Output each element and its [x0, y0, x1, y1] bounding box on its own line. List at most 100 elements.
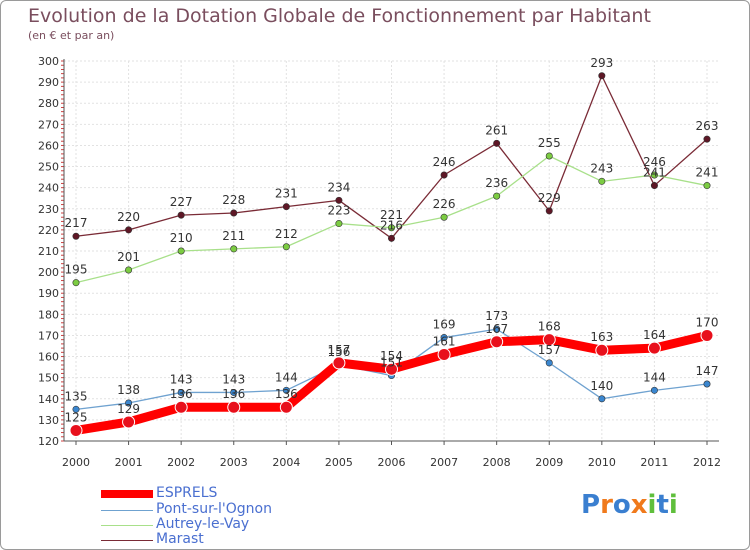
y-tick-label-230: 230 — [38, 203, 59, 216]
y-tick-label-280: 280 — [38, 97, 59, 110]
data-point-pont-sur-l-ognon-2001 — [125, 399, 133, 407]
axis-layer: 120 130 140 150 160 170 180 190 200 210 220 230 240 2… — [38, 55, 721, 469]
y-tick-label-200: 200 — [38, 266, 59, 279]
data-point-pont-sur-l-ognon-2004 — [282, 386, 290, 394]
y-tick-label-170: 170 — [38, 329, 59, 342]
data-point-autrey-le-vay-2007 — [440, 213, 448, 221]
legend-swatch-pont-sur-l-ognon — [101, 510, 153, 511]
data-label-marast-2000: 217 — [65, 216, 88, 230]
legend-swatch-autrey-le-vay — [101, 525, 153, 526]
data-label-esprels-2012: 170 — [696, 315, 719, 329]
data-label-marast-2002: 227 — [170, 195, 193, 209]
data-point-esprels-2008 — [490, 335, 504, 349]
data-label-pont-sur-l-ognon-2011: 144 — [643, 370, 666, 384]
data-point-esprels-2001 — [122, 415, 136, 429]
data-point-pont-sur-l-ognon-2009 — [545, 359, 553, 367]
data-point-autrey-le-vay-2006 — [387, 224, 395, 232]
data-point-autrey-le-vay-2001 — [125, 266, 133, 274]
data-point-marast-2000 — [72, 232, 80, 240]
data-point-pont-sur-l-ognon-2002 — [177, 388, 185, 396]
data-label-autrey-le-vay-2000: 195 — [65, 263, 88, 277]
data-point-pont-sur-l-ognon-2008 — [493, 325, 501, 333]
data-label-esprels-2002: 136 — [170, 387, 193, 401]
data-label-autrey-le-vay-2010: 243 — [590, 161, 613, 175]
logo-letter: i — [668, 490, 678, 520]
data-point-autrey-le-vay-2002 — [177, 247, 185, 255]
y-tick-label-300: 300 — [38, 55, 59, 68]
data-point-marast-2009 — [545, 207, 553, 215]
data-label-marast-2011: 241 — [643, 166, 666, 180]
y-tick-label-240: 240 — [38, 182, 59, 195]
series-layer — [69, 72, 714, 437]
data-label-pont-sur-l-ognon-2001: 138 — [117, 383, 140, 397]
x-tick-label-2000: 2000 — [62, 456, 90, 469]
logo-letter: t — [656, 490, 669, 520]
data-label-marast-2010: 293 — [590, 56, 613, 70]
data-point-autrey-le-vay-2009 — [545, 152, 553, 160]
legend-label-marast: Marast — [156, 531, 204, 547]
data-label-pont-sur-l-ognon-2010: 140 — [590, 379, 613, 393]
data-label-pont-sur-l-ognon-2006: 151 — [380, 356, 403, 370]
data-point-esprels-2011 — [647, 341, 661, 355]
logo-letter: P — [581, 490, 601, 520]
x-tick-label-2005: 2005 — [325, 456, 353, 469]
data-point-esprels-2010 — [595, 343, 609, 357]
data-point-esprels-2005 — [332, 356, 346, 370]
x-tick-label-2001: 2001 — [115, 456, 143, 469]
data-label-esprels-2006: 154 — [380, 349, 403, 363]
data-point-autrey-le-vay-2012 — [703, 182, 711, 190]
data-point-marast-2002 — [177, 211, 185, 219]
y-tick-label-140: 140 — [38, 393, 59, 406]
data-point-esprels-2003 — [227, 400, 241, 414]
data-point-pont-sur-l-ognon-2011 — [650, 386, 658, 394]
data-label-esprels-2004: 136 — [275, 387, 298, 401]
data-label-autrey-le-vay-2003: 211 — [222, 229, 245, 243]
data-label-autrey-le-vay-2008: 236 — [485, 176, 508, 190]
data-point-marast-2004 — [282, 203, 290, 211]
data-label-autrey-le-vay-2002: 210 — [170, 231, 193, 245]
data-label-autrey-le-vay-2006: 221 — [380, 208, 403, 222]
legend-swatch-marast — [101, 540, 153, 541]
data-label-esprels-2007: 161 — [433, 334, 456, 348]
y-tick-label-190: 190 — [38, 287, 59, 300]
data-label-esprels-2005: 157 — [327, 343, 350, 357]
data-point-pont-sur-l-ognon-2010 — [598, 395, 606, 403]
y-tick-label-290: 290 — [38, 76, 59, 89]
data-point-esprels-2007 — [437, 347, 451, 361]
data-point-esprels-2004 — [279, 400, 293, 414]
data-label-marast-2009: 229 — [538, 191, 561, 205]
data-point-autrey-le-vay-2004 — [282, 243, 290, 251]
proxiti-logo: Proxiti — [581, 490, 678, 520]
data-point-autrey-le-vay-2011 — [650, 171, 658, 179]
data-label-esprels-2001: 129 — [117, 402, 140, 416]
y-tick-label-210: 210 — [38, 245, 59, 258]
data-point-marast-2010 — [598, 72, 606, 80]
data-point-marast-2005 — [335, 196, 343, 204]
logo-letter: r — [600, 490, 613, 520]
data-label-esprels-2009: 168 — [538, 320, 561, 334]
x-tick-label-2012: 2012 — [693, 456, 721, 469]
data-point-marast-2003 — [230, 209, 238, 217]
chart-subtitle: (en € et par an) — [28, 29, 115, 42]
y-tick-label-120: 120 — [38, 435, 59, 448]
data-label-esprels-2003: 136 — [222, 387, 245, 401]
data-point-autrey-le-vay-2000 — [72, 279, 80, 287]
data-label-pont-sur-l-ognon-2008: 173 — [485, 309, 508, 323]
data-label-pont-sur-l-ognon-2000: 135 — [65, 389, 88, 403]
data-point-esprels-2012 — [700, 328, 714, 342]
data-label-pont-sur-l-ognon-2003: 143 — [222, 372, 245, 386]
legend-label-autrey-le-vay: Autrey-le-Vay — [156, 516, 250, 532]
data-label-marast-2006: 216 — [380, 218, 403, 232]
data-label-marast-2008: 261 — [485, 123, 508, 137]
data-point-pont-sur-l-ognon-2000 — [72, 405, 80, 413]
legend-label-esprels: ESPRELS — [156, 485, 218, 501]
data-point-autrey-le-vay-2003 — [230, 245, 238, 253]
data-point-autrey-le-vay-2008 — [493, 192, 501, 200]
data-label-autrey-le-vay-2009: 255 — [538, 136, 561, 150]
y-tick-label-260: 260 — [38, 139, 59, 152]
data-label-esprels-2000: 125 — [65, 410, 88, 424]
data-label-layer: 125 129 136 136 136 157 154 161 167 168 163 164 170 1… — [65, 56, 719, 425]
data-label-marast-2004: 231 — [275, 187, 298, 201]
